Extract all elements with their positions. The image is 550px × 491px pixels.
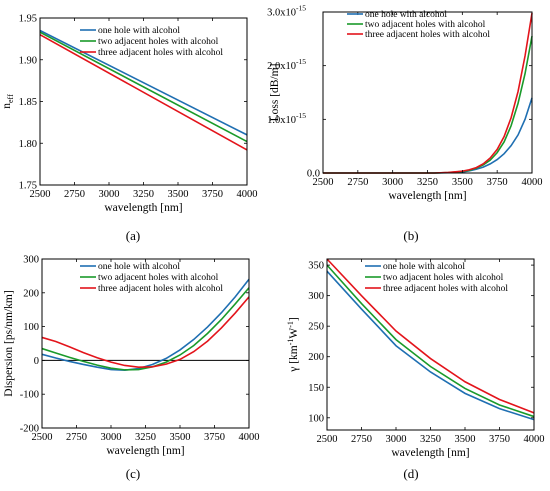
y-axis-title-superscript: -1 — [286, 321, 295, 328]
series-line-3 — [39, 34, 248, 151]
y-tick-exponent: -15 — [296, 4, 306, 13]
y-tick-label: 1.90 — [19, 55, 37, 66]
x-tick-label: 3000 — [101, 432, 122, 443]
series-line-1 — [39, 29, 248, 136]
y-axis-title: Dispersion [ps/nm/km] — [3, 290, 15, 396]
y-tick-label: 300 — [308, 291, 324, 302]
panel-label: (c) — [126, 466, 140, 481]
x-tick-label: 3750 — [489, 434, 510, 445]
x-tick-label: 3500 — [452, 177, 473, 188]
legend-label: three adjacent holes with alcohol — [98, 48, 223, 58]
x-tick-label: 4000 — [237, 189, 258, 200]
legend-label: three adjacent holes with alcohol — [383, 284, 508, 294]
x-tick-label: 3750 — [202, 189, 223, 200]
y-axis-title-subscript: eff — [6, 94, 15, 103]
y-tick-label: 1.80 — [19, 139, 37, 150]
chart-panel-c: 2500 2750 3000 3250 3500 3750 4000 -200 -100 0 100… — [3, 255, 260, 482]
x-tick-label: 3750 — [487, 177, 508, 188]
legend-label: two adjacent holes with alcohol — [383, 273, 504, 283]
y-axis-title-superscript: -1 — [286, 339, 295, 346]
y-axis-title: γ [km-1W-1] — [286, 317, 300, 373]
y-tick-label: 1.95 — [19, 14, 37, 25]
x-tick-label: 2500 — [317, 434, 338, 445]
x-tick-label: 4000 — [522, 177, 543, 188]
x-axis-title: wavelength [nm] — [104, 202, 182, 214]
chart-panel-b: 2500 2750 3000 3250 3500 3750 40000.01.0x10-15… — [267, 4, 542, 244]
x-axis-title: wavelength [nm] — [106, 445, 184, 457]
x-tick-label: 3000 — [382, 177, 403, 188]
x-tick-label: 2750 — [351, 434, 372, 445]
y-tick-label: 200 — [23, 288, 39, 299]
y-tick-exponent: -15 — [296, 111, 306, 120]
x-axis-title: wavelength [nm] — [388, 190, 466, 202]
legend-label: one hole with alcohol — [98, 26, 180, 36]
legend-label: one hole with alcohol — [98, 262, 180, 272]
y-tick-label: 300 — [23, 255, 39, 266]
legend-label: one hole with alcohol — [383, 262, 465, 272]
legend-label: three adjacent holes with alcohol — [365, 30, 490, 40]
series-line-2 — [326, 264, 535, 418]
series-line-2 — [41, 287, 250, 371]
x-tick-label: 3250 — [420, 434, 441, 445]
y-tick-label: 100 — [308, 413, 324, 424]
x-tick-label: 3250 — [135, 432, 156, 443]
y-tick-exponent: -15 — [296, 57, 306, 66]
legend-label: three adjacent holes with alcohol — [98, 284, 223, 294]
y-tick-label: 250 — [308, 322, 324, 333]
y-tick-label: 3.0x10-15 — [267, 4, 306, 19]
series-line-3 — [326, 258, 535, 414]
x-tick-label: 3500 — [170, 432, 191, 443]
y-tick-label: 350 — [308, 261, 324, 272]
x-axis-title: wavelength [nm] — [391, 447, 469, 459]
x-tick-label: 3000 — [386, 434, 407, 445]
x-tick-label: 3750 — [204, 432, 225, 443]
series-line-1 — [326, 270, 535, 421]
y-tick-label: -200 — [20, 424, 39, 435]
series-line-2 — [323, 36, 533, 174]
series-line-3 — [323, 12, 533, 174]
x-tick-label: 3250 — [417, 177, 438, 188]
x-tick-label: 4000 — [239, 432, 260, 443]
x-tick-label: 2500 — [32, 432, 53, 443]
series-line-1 — [323, 97, 533, 174]
x-tick-label: 4000 — [524, 434, 545, 445]
y-axis-title-part: ] — [288, 317, 300, 321]
legend-label: two adjacent holes with alcohol — [365, 20, 486, 30]
y-tick-label: -100 — [20, 390, 39, 401]
y-axis-title-part: W — [288, 328, 300, 339]
series-line-3 — [41, 296, 250, 368]
y-tick-label: 200 — [308, 352, 324, 363]
y-tick-label: 1.75 — [19, 181, 37, 192]
x-tick-label: 3000 — [99, 189, 120, 200]
x-tick-label: 2500 — [30, 189, 51, 200]
x-tick-label: 3250 — [133, 189, 154, 200]
y-axis-title: neff — [1, 94, 15, 109]
y-tick-label: 0.0 — [307, 169, 320, 180]
x-tick-label: 2750 — [66, 432, 87, 443]
x-tick-label: 2750 — [347, 177, 368, 188]
legend-label: two adjacent holes with alcohol — [98, 273, 219, 283]
panel-label: (d) — [403, 466, 418, 481]
legend-label: two adjacent holes with alcohol — [98, 37, 219, 47]
panel-label: (a) — [126, 228, 140, 243]
y-tick-label: 100 — [23, 322, 39, 333]
x-tick-label: 2500 — [313, 177, 334, 188]
x-tick-label: 3500 — [168, 189, 189, 200]
panel-label: (b) — [403, 228, 418, 243]
x-tick-label: 2750 — [64, 189, 85, 200]
x-tick-label: 3500 — [455, 434, 476, 445]
chart-panel-a: 2500 2750 3000 3250 3500 3750 4000 1.75 1.80 1.85… — [1, 14, 258, 244]
legend-label: one hole with alcohol — [365, 10, 447, 20]
series-line-2 — [39, 31, 248, 143]
chart-panel-d: 2500 2750 3000 3250 3500 3750 4000 100 150 200 250… — [286, 258, 545, 481]
y-tick-label: 150 — [308, 383, 324, 394]
y-tick-label: 0 — [34, 356, 39, 367]
y-axis-title: Loss [dB/m] — [269, 64, 281, 122]
y-tick-label: 1.85 — [19, 97, 37, 108]
